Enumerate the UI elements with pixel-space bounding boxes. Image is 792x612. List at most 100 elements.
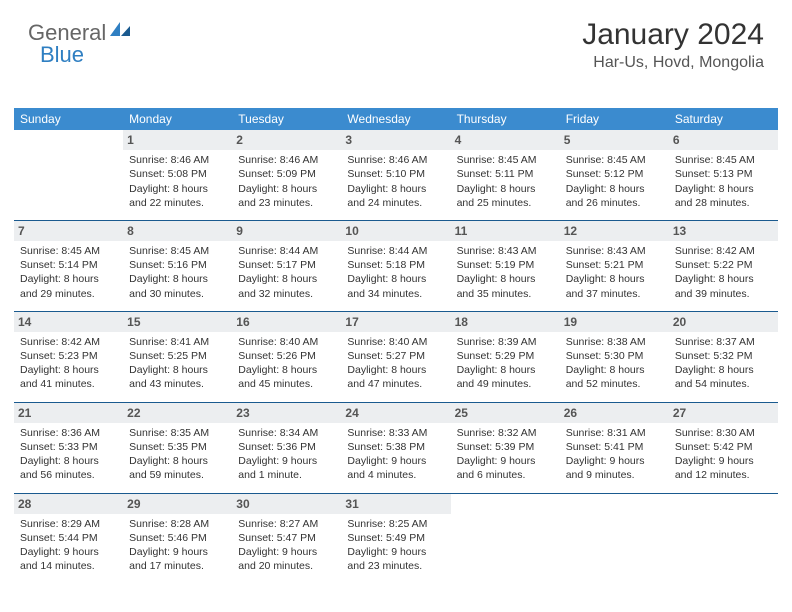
day-number: 31 xyxy=(341,494,450,514)
day-detail-line: and 23 minutes. xyxy=(347,559,444,573)
day-detail-line: Sunrise: 8:45 AM xyxy=(129,244,226,258)
day-detail-line: and 23 minutes. xyxy=(238,196,335,210)
calendar-day-cell: . xyxy=(451,493,560,583)
day-number: 14 xyxy=(14,312,123,332)
day-detail-line: Daylight: 9 hours xyxy=(675,454,772,468)
day-detail-line: Daylight: 9 hours xyxy=(347,454,444,468)
calendar-week-row: .1Sunrise: 8:46 AMSunset: 5:08 PMDayligh… xyxy=(14,130,778,220)
calendar-day-cell: . xyxy=(14,130,123,220)
day-detail-line: Sunset: 5:32 PM xyxy=(675,349,772,363)
day-detail-line: Daylight: 9 hours xyxy=(129,545,226,559)
day-detail-line: Sunrise: 8:39 AM xyxy=(457,335,554,349)
day-detail-line: Sunrise: 8:42 AM xyxy=(675,244,772,258)
day-number: 9 xyxy=(232,221,341,241)
day-detail-line: Daylight: 8 hours xyxy=(457,272,554,286)
weekday-header: Wednesday xyxy=(341,108,450,130)
day-detail-line: and 43 minutes. xyxy=(129,377,226,391)
day-detail-line: Sunset: 5:44 PM xyxy=(20,531,117,545)
calendar-day-cell: 13Sunrise: 8:42 AMSunset: 5:22 PMDayligh… xyxy=(669,220,778,311)
day-detail-line: Sunset: 5:12 PM xyxy=(566,167,663,181)
day-detail-line: Daylight: 8 hours xyxy=(20,272,117,286)
day-detail-line: Sunset: 5:25 PM xyxy=(129,349,226,363)
day-detail-line: and 12 minutes. xyxy=(675,468,772,482)
day-detail-line: Sunset: 5:19 PM xyxy=(457,258,554,272)
day-number: 28 xyxy=(14,494,123,514)
day-detail-line: Daylight: 8 hours xyxy=(347,363,444,377)
day-number: 4 xyxy=(451,130,560,150)
day-detail-line: Sunset: 5:46 PM xyxy=(129,531,226,545)
calendar-day-cell: 31Sunrise: 8:25 AMSunset: 5:49 PMDayligh… xyxy=(341,493,450,583)
day-detail-line: and 56 minutes. xyxy=(20,468,117,482)
day-detail-line: Sunrise: 8:36 AM xyxy=(20,426,117,440)
day-detail-line: Sunset: 5:08 PM xyxy=(129,167,226,181)
day-number: 19 xyxy=(560,312,669,332)
day-detail-line: Sunset: 5:36 PM xyxy=(238,440,335,454)
day-detail-line: Sunset: 5:23 PM xyxy=(20,349,117,363)
day-detail-line: and 54 minutes. xyxy=(675,377,772,391)
calendar-day-cell: 22Sunrise: 8:35 AMSunset: 5:35 PMDayligh… xyxy=(123,402,232,493)
day-detail-line: Sunrise: 8:34 AM xyxy=(238,426,335,440)
day-detail-line: Daylight: 9 hours xyxy=(238,545,335,559)
calendar-day-cell: 25Sunrise: 8:32 AMSunset: 5:39 PMDayligh… xyxy=(451,402,560,493)
weekday-header: Saturday xyxy=(669,108,778,130)
calendar-day-cell: . xyxy=(669,493,778,583)
day-number: 6 xyxy=(669,130,778,150)
day-detail-line: and 45 minutes. xyxy=(238,377,335,391)
calendar-day-cell: 7Sunrise: 8:45 AMSunset: 5:14 PMDaylight… xyxy=(14,220,123,311)
calendar-day-cell: . xyxy=(560,493,669,583)
calendar-day-cell: 15 Sunrise: 8:41 AMSunset: 5:25 PMDayligh… xyxy=(123,311,232,402)
day-detail-line: Sunrise: 8:38 AM xyxy=(566,335,663,349)
month-title: January 2024 xyxy=(582,18,764,52)
day-detail-line: and 29 minutes. xyxy=(20,287,117,301)
day-number: 10 xyxy=(341,221,450,241)
calendar-day-cell: 3Sunrise: 8:46 AMSunset: 5:10 PMDaylight… xyxy=(341,130,450,220)
day-number: 5 xyxy=(560,130,669,150)
calendar-day-cell: 19Sunrise: 8:38 AMSunset: 5:30 PMDayligh… xyxy=(560,311,669,402)
day-detail-line: Sunrise: 8:32 AM xyxy=(457,426,554,440)
day-number: 16 xyxy=(232,312,341,332)
day-number: 2 xyxy=(232,130,341,150)
day-number: 20 xyxy=(669,312,778,332)
day-detail-line: Daylight: 8 hours xyxy=(566,182,663,196)
day-detail-line: Sunrise: 8:43 AM xyxy=(566,244,663,258)
day-detail-line: Daylight: 8 hours xyxy=(20,454,117,468)
day-number: 15 xyxy=(123,312,232,332)
page-header: January 2024 Har-Us, Hovd, Mongolia xyxy=(582,18,764,72)
day-detail-line: Daylight: 8 hours xyxy=(129,363,226,377)
day-detail-line: and 1 minute. xyxy=(238,468,335,482)
calendar-day-cell: 5 Sunrise: 8:45 AMSunset: 5:12 PMDaylight… xyxy=(560,130,669,220)
day-detail-line: and 6 minutes. xyxy=(457,468,554,482)
day-detail-line: Daylight: 8 hours xyxy=(347,182,444,196)
calendar-day-cell: 26Sunrise: 8:31 AMSunset: 5:41 PMDayligh… xyxy=(560,402,669,493)
day-detail-line: and 9 minutes. xyxy=(566,468,663,482)
day-detail-line: and 24 minutes. xyxy=(347,196,444,210)
day-detail-line: Sunset: 5:09 PM xyxy=(238,167,335,181)
day-detail-line: Sunrise: 8:41 AM xyxy=(129,335,226,349)
day-number: 18 xyxy=(451,312,560,332)
day-detail-line: Sunrise: 8:25 AM xyxy=(347,517,444,531)
day-detail-line: Sunrise: 8:44 AM xyxy=(238,244,335,258)
day-number: 27 xyxy=(669,403,778,423)
calendar-week-row: 21Sunrise: 8:36 AMSunset: 5:33 PMDayligh… xyxy=(14,402,778,493)
day-detail-line: and 47 minutes. xyxy=(347,377,444,391)
calendar-week-row: 14Sunrise: 8:42 AMSunset: 5:23 PMDayligh… xyxy=(14,311,778,402)
day-detail-line: Daylight: 8 hours xyxy=(347,272,444,286)
day-number: 22 xyxy=(123,403,232,423)
day-detail-line: and 39 minutes. xyxy=(675,287,772,301)
day-detail-line: Sunrise: 8:28 AM xyxy=(129,517,226,531)
day-detail-line: Daylight: 8 hours xyxy=(457,363,554,377)
day-detail-line: and 17 minutes. xyxy=(129,559,226,573)
calendar-day-cell: 27Sunrise: 8:30 AMSunset: 5:42 PMDayligh… xyxy=(669,402,778,493)
calendar-day-cell: 8Sunrise: 8:45 AMSunset: 5:16 PMDaylight… xyxy=(123,220,232,311)
calendar-day-cell: 14Sunrise: 8:42 AMSunset: 5:23 PMDayligh… xyxy=(14,311,123,402)
day-number: 1 xyxy=(123,130,232,150)
day-detail-line: and 30 minutes. xyxy=(129,287,226,301)
day-detail-line: Sunset: 5:35 PM xyxy=(129,440,226,454)
calendar-day-cell: 16Sunrise: 8:40 AMSunset: 5:26 PMDayligh… xyxy=(232,311,341,402)
day-number: 23 xyxy=(232,403,341,423)
day-detail-line: Sunrise: 8:45 AM xyxy=(566,153,663,167)
day-detail-line: Sunrise: 8:37 AM xyxy=(675,335,772,349)
day-detail-line: and 25 minutes. xyxy=(457,196,554,210)
day-detail-line: Daylight: 8 hours xyxy=(238,363,335,377)
calendar-day-cell: 28Sunrise: 8:29 AMSunset: 5:44 PMDayligh… xyxy=(14,493,123,583)
